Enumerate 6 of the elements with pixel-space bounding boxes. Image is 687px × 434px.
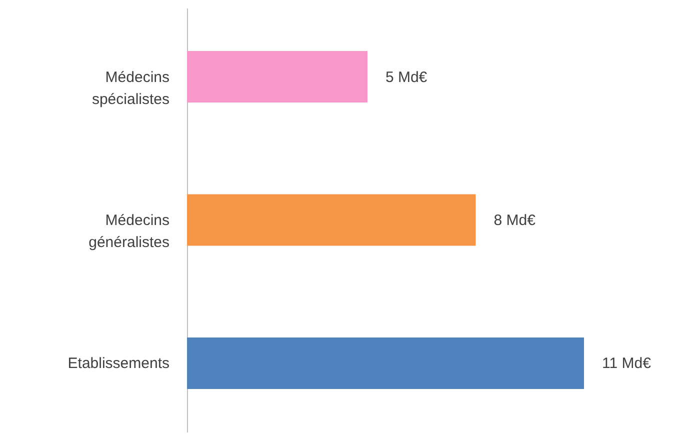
data-label: 11 Md€ (602, 355, 652, 372)
data-label: 5 Md€ (385, 68, 428, 86)
y-tick-label: Médecins généralistes (88, 212, 170, 251)
y-tick-label: Médecins spécialistes (92, 68, 170, 108)
y-tick-label: Etablissements (68, 355, 170, 372)
data-label: 8 Md€ (494, 212, 536, 229)
